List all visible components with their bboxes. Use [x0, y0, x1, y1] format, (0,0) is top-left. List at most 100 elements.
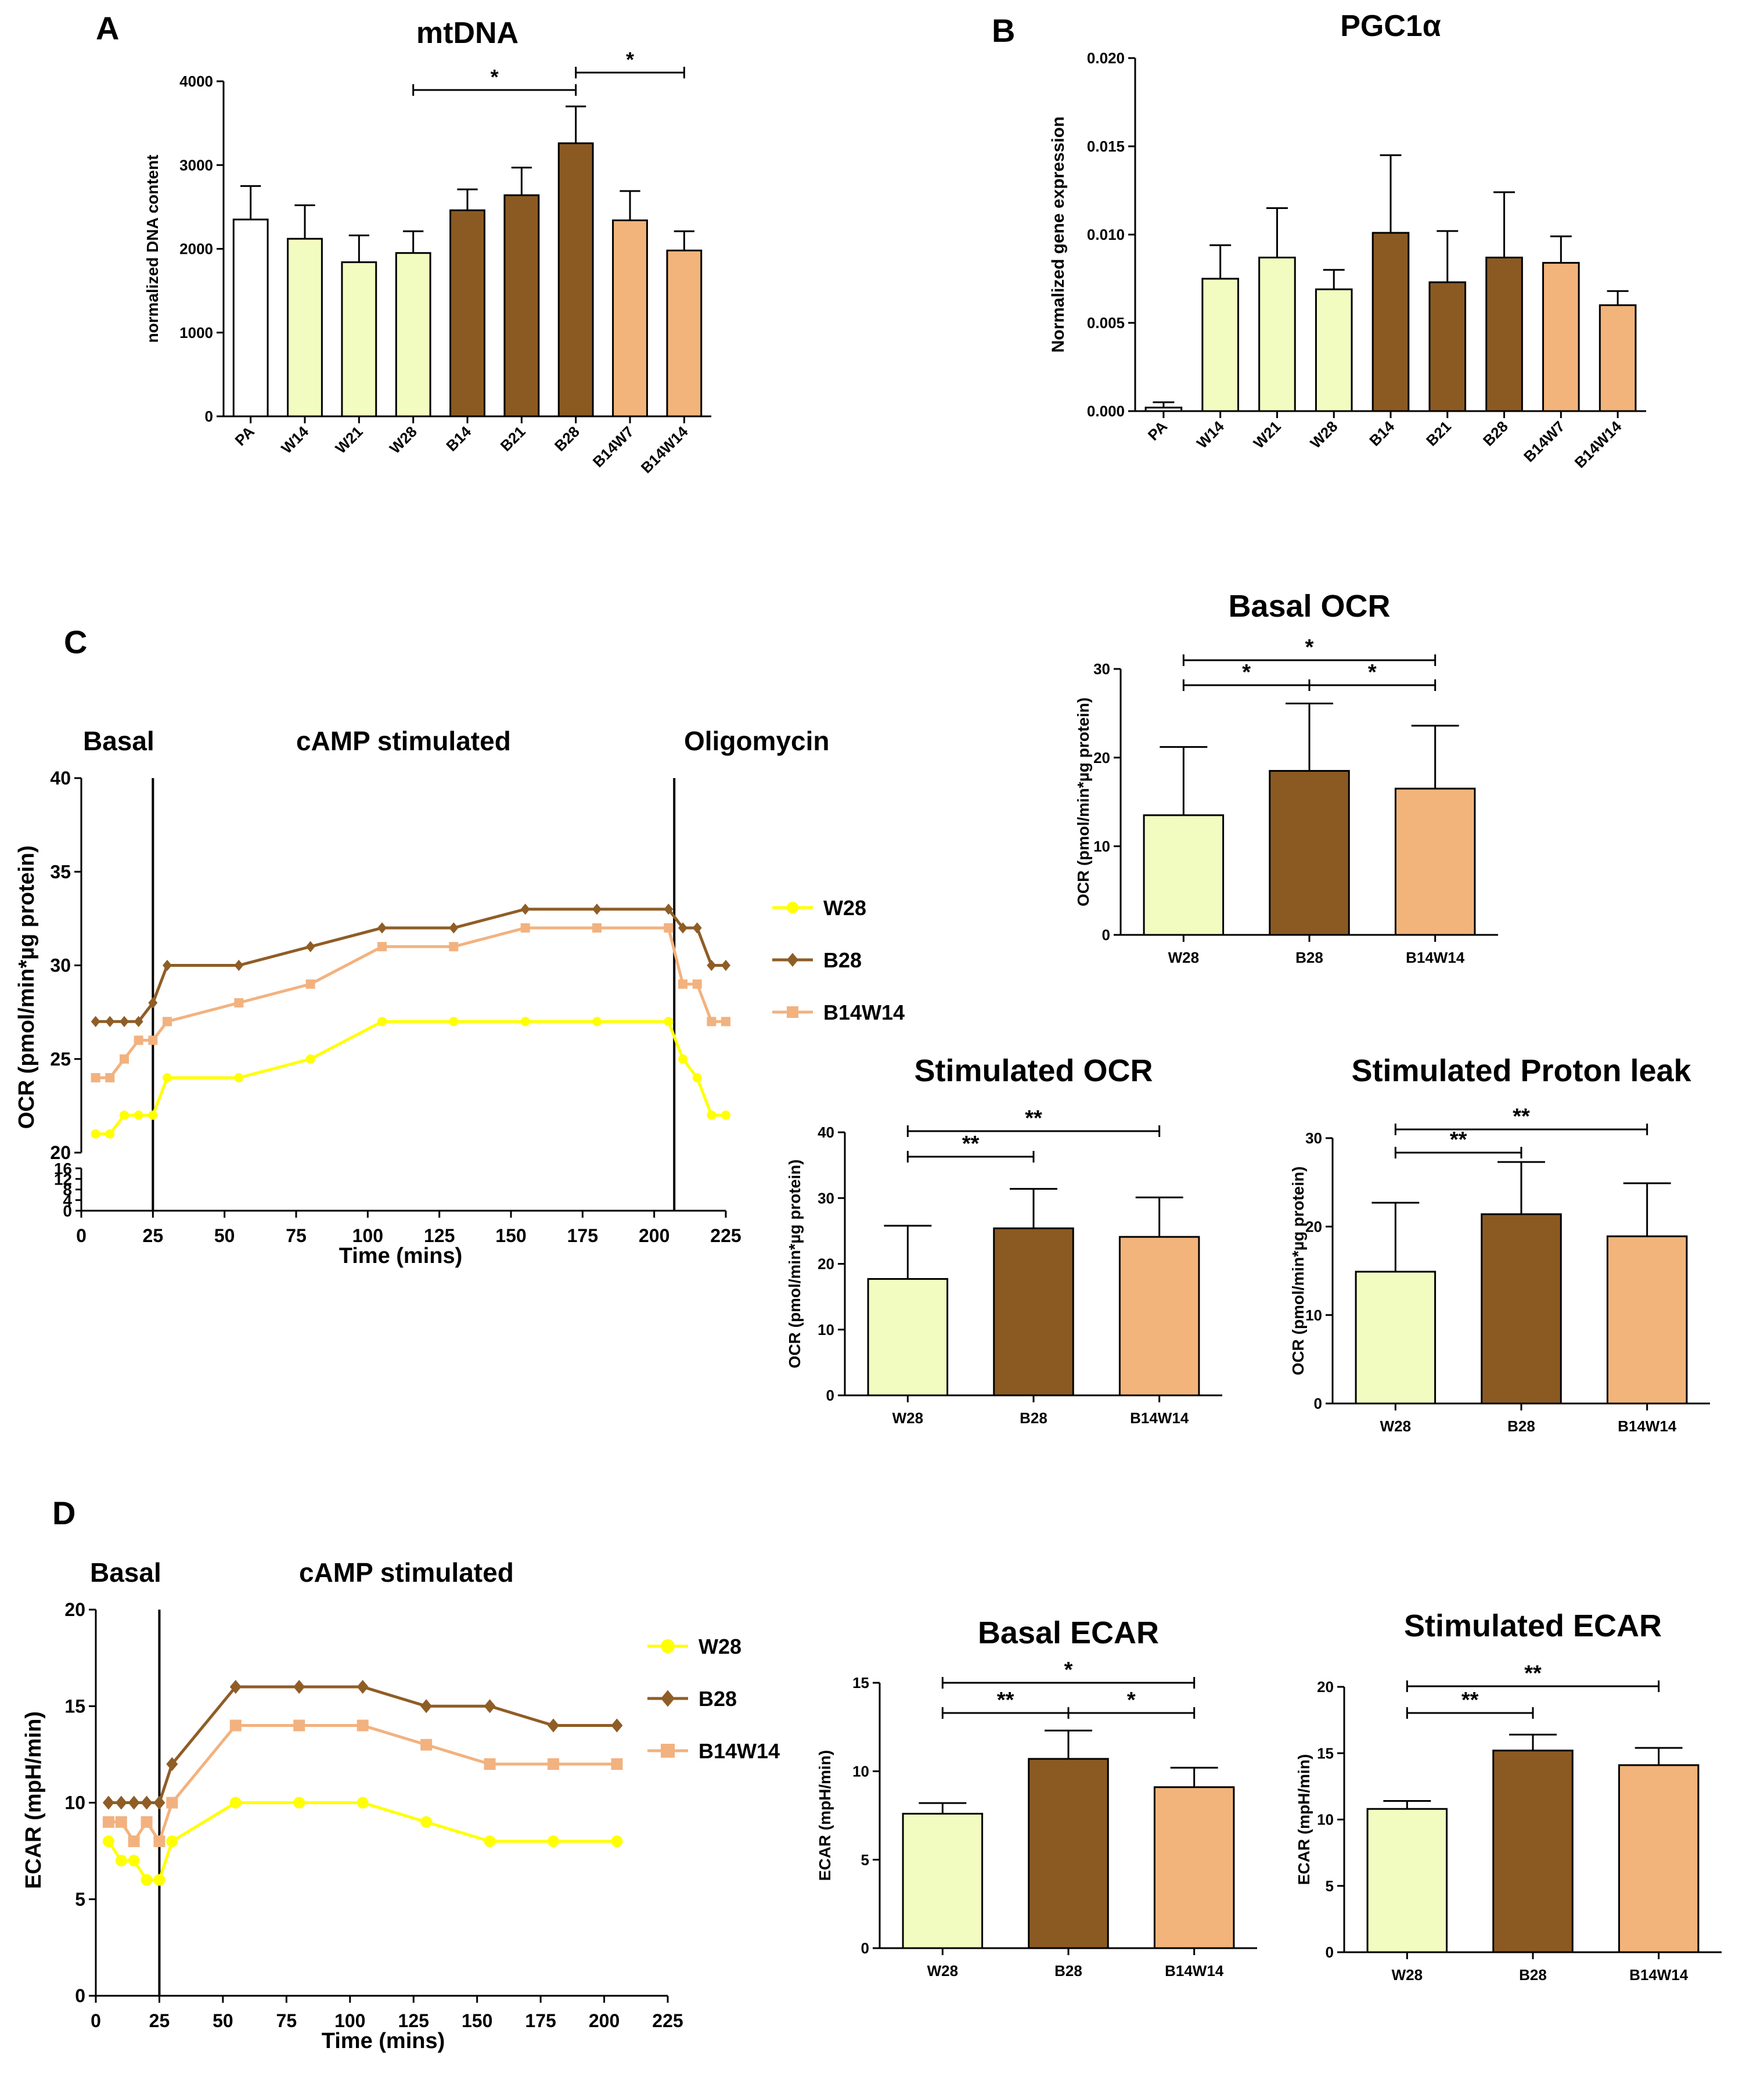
basal_ocr-x-tick-label: W28 — [1168, 949, 1199, 966]
stim_ocr-y-tick-label: 40 — [818, 1124, 834, 1141]
ocr_time-x-tick-label: 125 — [424, 1225, 455, 1246]
ocr_time-series-b28 — [95, 908, 726, 1023]
stim_ecar-bar-b28 — [1492, 1750, 1574, 1953]
stim_proton-bar-b14w14 — [1606, 1235, 1688, 1405]
stim_ecar-y-tick-label: 10 — [1317, 1811, 1334, 1829]
ecar_time-point — [128, 1836, 140, 1847]
basal_ocr-y-tick-label: 0 — [1102, 926, 1110, 944]
ecar_time-x-tick-label: 150 — [462, 2010, 492, 2031]
mtdna-bar-b21 — [503, 194, 540, 418]
ecar_time-point — [611, 1836, 623, 1847]
ecar_time-x-tick-label: 200 — [589, 2010, 620, 2031]
mtdna-y-tick-label: 0 — [205, 408, 213, 425]
basal_ecar-y-label: ECAR (mpH/min) — [816, 1750, 834, 1881]
ecar_time-point — [420, 1816, 433, 1828]
stim_ocr-y-tick-label: 30 — [818, 1189, 834, 1207]
ecar_time-phase-label: Basal — [90, 1557, 161, 1588]
ecar_time-point — [229, 1719, 242, 1732]
ecar_time-point — [229, 1680, 242, 1694]
ocr_time-y-tick-label: 35 — [50, 861, 71, 882]
mtdna-x-tick-label: PA — [232, 423, 258, 449]
ocr_time-point — [148, 997, 158, 1009]
ocr_time-point — [721, 959, 730, 971]
ocr_time-point — [163, 1073, 172, 1082]
mtdna-title: mtDNA — [416, 16, 519, 50]
ecar_time-x-tick-label: 0 — [91, 2010, 101, 2031]
stim_proton-y-tick-label: 0 — [1314, 1395, 1322, 1412]
mtdna-x-tick-label: B21 — [497, 423, 529, 455]
mtdna-bar-b14w7 — [612, 219, 648, 418]
ocr_time-point — [678, 922, 687, 934]
ocr_time-point — [377, 922, 387, 934]
pgc1a-y-label: Normalized gene expression — [1049, 117, 1068, 353]
basal_ecar-sig-label: * — [1127, 1688, 1136, 1712]
ecar_time-point — [153, 1874, 165, 1886]
ecar_time-x-tick-label: 125 — [398, 2010, 429, 2031]
mtdna-bar-w28 — [395, 252, 431, 418]
mtdna-x-tick-label: B28 — [551, 423, 583, 455]
basal_ocr-sig-label: * — [1368, 660, 1377, 685]
stim_ecar-y-tick-label: 5 — [1326, 1877, 1334, 1895]
basal_ecar-x-tick-label: B28 — [1054, 1962, 1082, 1980]
pgc1a-x-tick-label: B14W14 — [1571, 418, 1625, 472]
mtdna-y-tick-label: 3000 — [179, 156, 213, 174]
basal_ecar-sig-label: ** — [997, 1688, 1014, 1712]
ocr_time-point — [105, 1073, 115, 1082]
ecar_time-y-tick-label: 10 — [64, 1793, 85, 1813]
ocr_time-point — [520, 1017, 530, 1027]
pgc1a-bar-b21 — [1428, 281, 1467, 412]
pgc1a-bar-b14 — [1371, 232, 1410, 412]
ocr_time-point — [592, 923, 602, 933]
ecar_time-point — [166, 1757, 178, 1771]
ocr_time-legend-marker — [787, 953, 798, 967]
stim_proton-x-tick-label: B28 — [1507, 1417, 1535, 1435]
ocr_time-x-tick-label: 175 — [567, 1225, 598, 1246]
stim_ecar-y-tick-label: 20 — [1317, 1678, 1334, 1696]
ocr_time-y-tick-label: 40 — [50, 768, 71, 789]
ocr_time-point — [120, 1054, 129, 1064]
ecar_time-series-b14w14 — [108, 1724, 617, 1845]
ecar_time-x-tick-label: 25 — [149, 2010, 170, 2031]
ocr_time-point — [692, 979, 702, 989]
mtdna-x-tick-label: B14W14 — [638, 423, 692, 477]
ecar_time-legend-marker — [661, 1744, 675, 1758]
basal_ecar-bar-b14w14 — [1153, 1786, 1235, 1949]
stim_ecar-x-tick-label: W28 — [1392, 1966, 1423, 1984]
ecar_time-point — [153, 1795, 165, 1810]
mtdna-bar-pa — [232, 218, 269, 418]
ocr_time-point — [692, 1073, 702, 1082]
ocr_time-point — [707, 1017, 717, 1027]
stim_proton-bar-w28 — [1355, 1271, 1437, 1405]
stim_proton-y-tick-label: 10 — [1305, 1307, 1322, 1324]
stim_ocr-title: Stimulated OCR — [914, 1053, 1153, 1088]
ecar_time-point — [293, 1797, 305, 1809]
ecar_time-x-tick-label: 225 — [652, 2010, 683, 2031]
ecar_time-point — [141, 1874, 153, 1886]
mtdna-sig-label: * — [626, 48, 634, 71]
panel-letter-b: B — [992, 12, 1015, 49]
mtdna-bar-w14 — [287, 237, 323, 418]
ocr_time-legend-label: W28 — [823, 896, 866, 920]
ecar_time-point — [229, 1797, 242, 1809]
ecar_time-point — [115, 1816, 127, 1828]
stim_ecar-y-tick-label: 0 — [1326, 1944, 1334, 1961]
stim_ocr-bar-b28 — [993, 1227, 1074, 1397]
mtdna-y-tick-label: 2000 — [179, 240, 213, 258]
ocr_time-point — [449, 922, 459, 934]
ocr_time-legend-marker — [787, 902, 798, 913]
basal_ecar-bar-b28 — [1028, 1758, 1109, 1949]
ecar_time-point — [357, 1680, 369, 1694]
ecar_time-legend-label: W28 — [699, 1635, 741, 1658]
stim_ocr-y-label: OCR (pmol/min*µg protein) — [786, 1160, 804, 1369]
ocr_time-x-tick-label: 75 — [286, 1225, 307, 1246]
basal_ecar-x-tick-label: W28 — [927, 1962, 958, 1980]
ocr_time-y-tick-label: 25 — [50, 1049, 71, 1070]
stim_ecar-chart: Stimulated ECAR 0 5 10 15 20 ECAR (mpH/min) W28… — [1295, 1608, 1722, 1984]
ocr_time-point — [234, 998, 244, 1007]
ecar_time-point — [141, 1795, 153, 1810]
ecar_time-point — [357, 1797, 369, 1809]
stim_ecar-x-tick-label: B28 — [1519, 1966, 1547, 1984]
ecar_time-point — [128, 1855, 140, 1867]
ecar_time-x-tick-label: 50 — [213, 2010, 233, 2031]
